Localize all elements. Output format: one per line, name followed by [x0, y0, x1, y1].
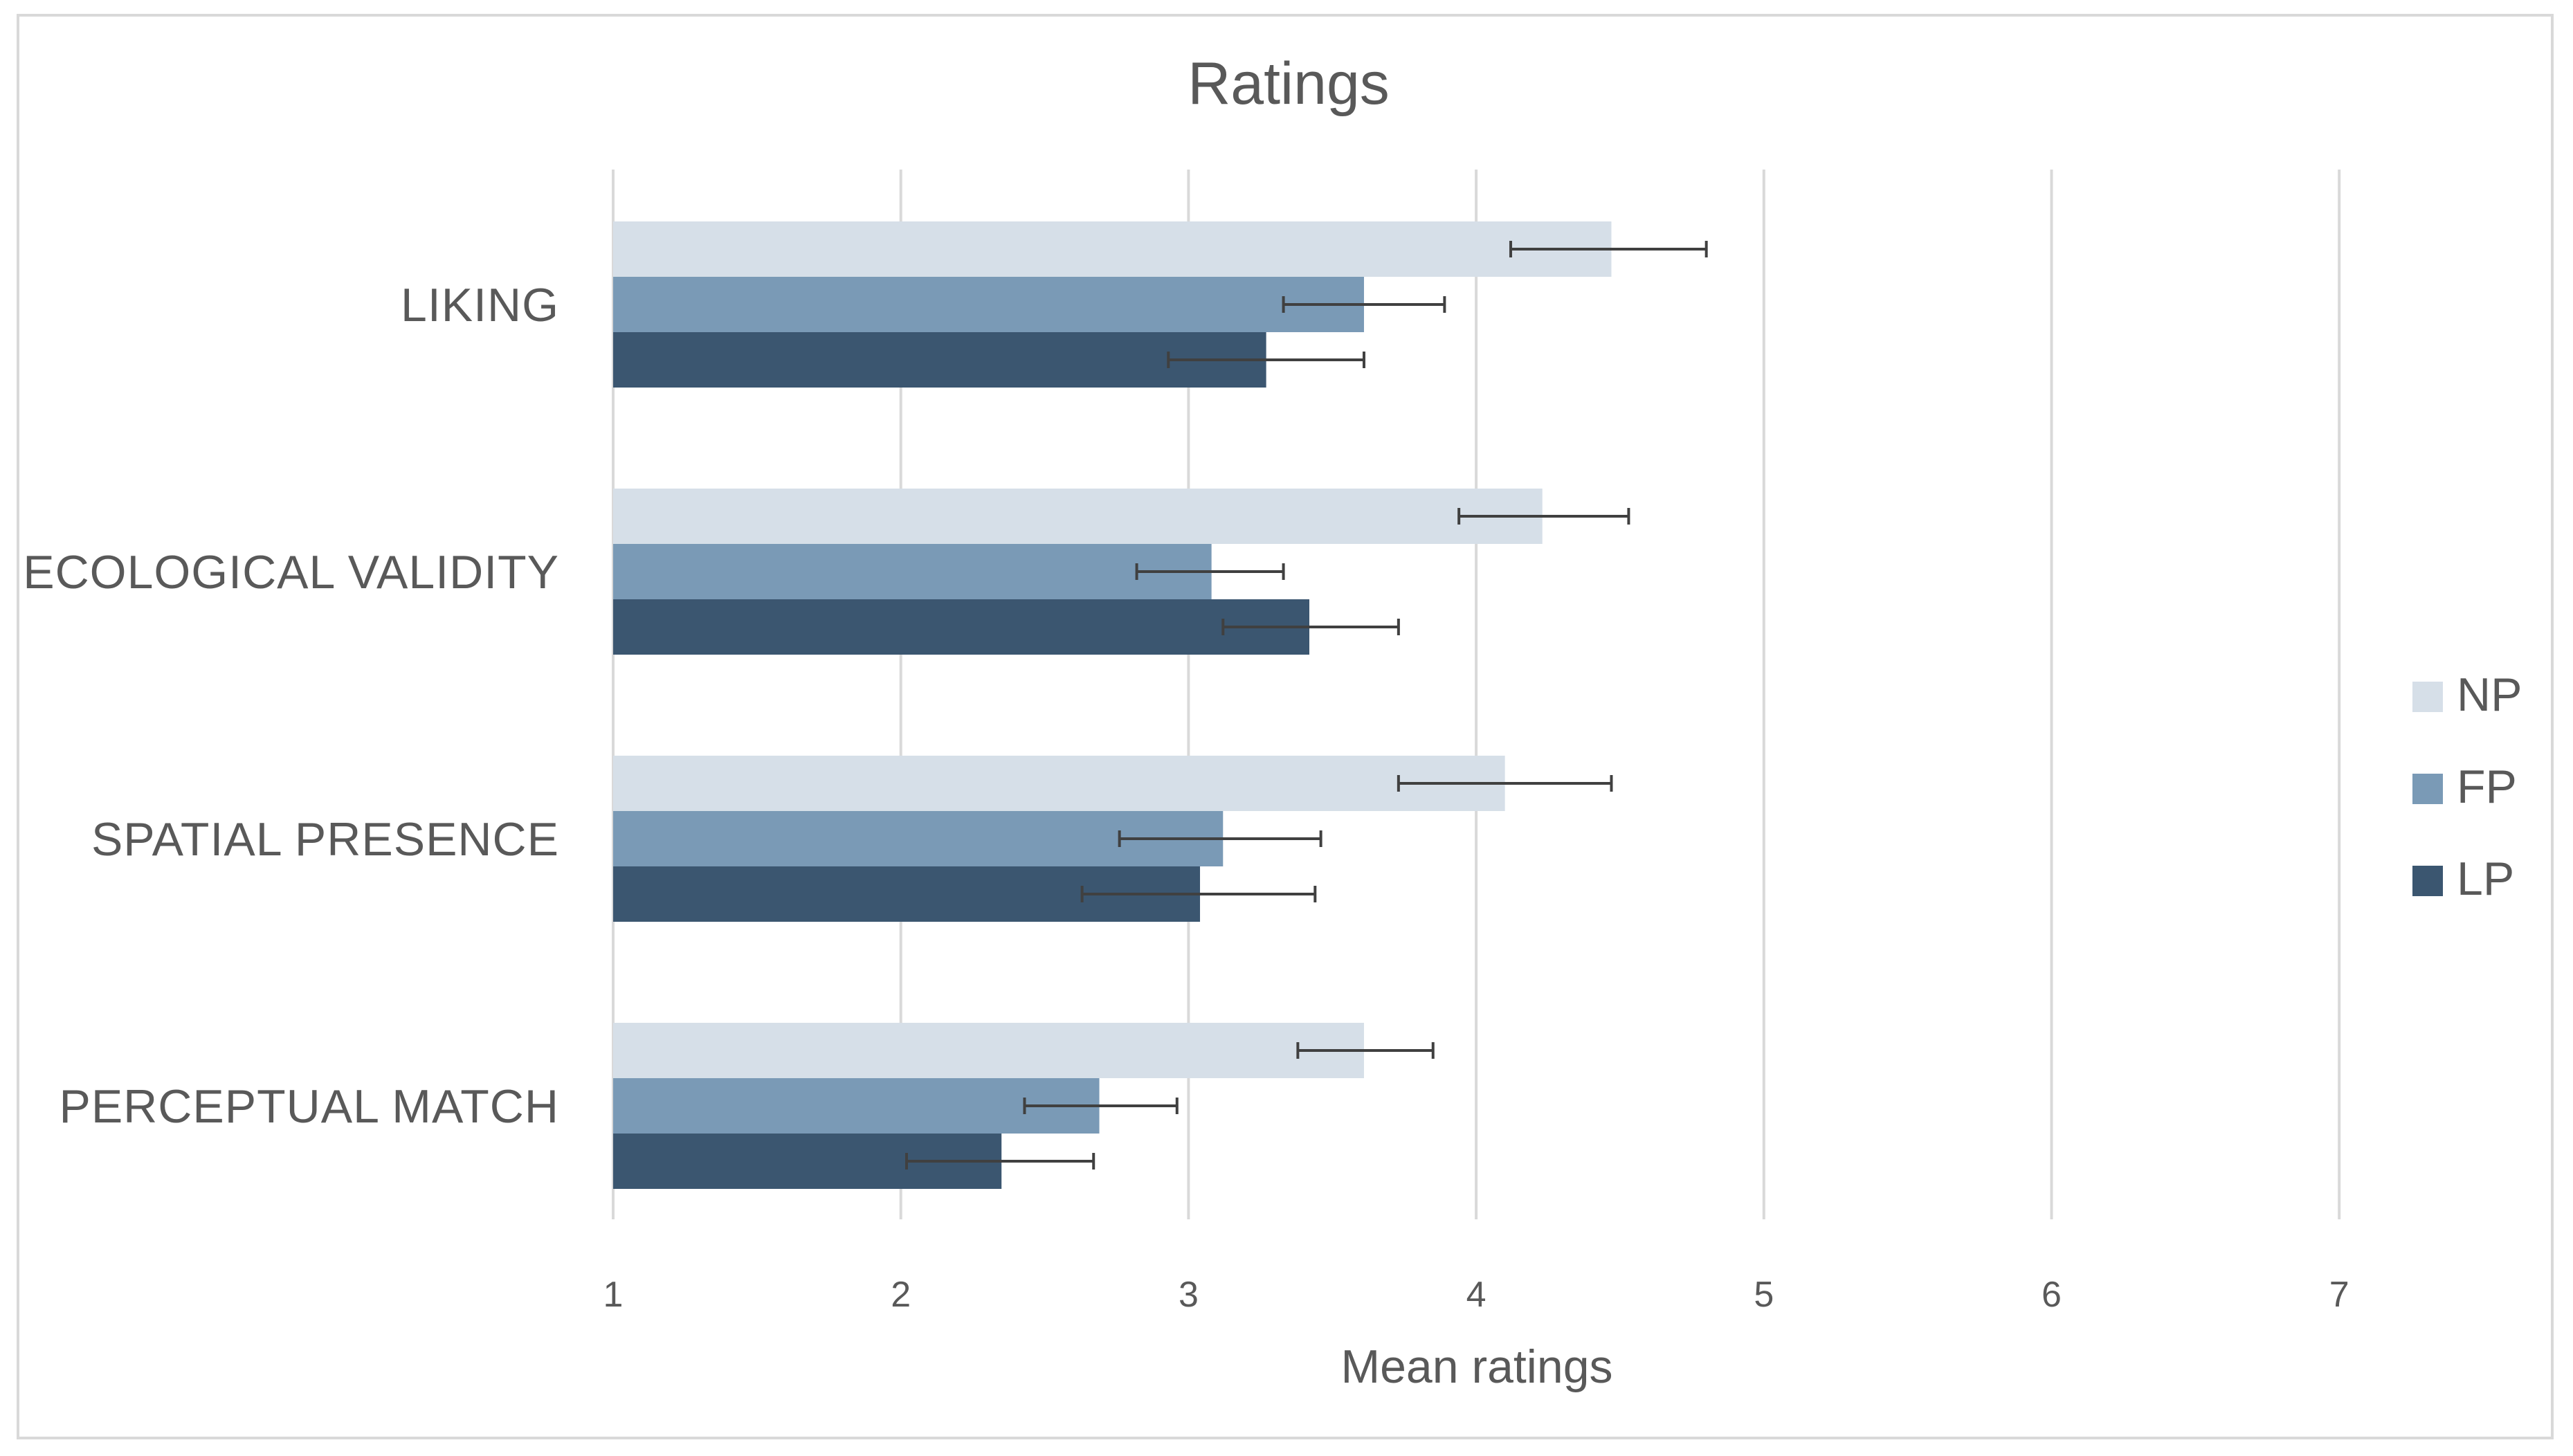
- bar-lp: [613, 599, 1309, 655]
- bars: [613, 221, 1612, 1189]
- legend-item-lp: LP: [2412, 853, 2514, 905]
- x-tick-label: 4: [1466, 1275, 1486, 1315]
- bar-np: [613, 221, 1612, 277]
- bar-np: [613, 756, 1505, 811]
- error-bar-fp: [1118, 830, 1322, 847]
- bar-np: [613, 489, 1543, 544]
- category-label: ECOLOGICAL VALIDITY: [23, 546, 559, 599]
- error-bar-lp: [1080, 886, 1317, 902]
- bar-lp: [613, 332, 1266, 388]
- x-tick-label: 5: [1754, 1275, 1774, 1315]
- x-tick-label: 1: [603, 1275, 624, 1315]
- error-bar-lp: [905, 1153, 1095, 1170]
- legend-label: FP: [2457, 761, 2517, 813]
- legend-swatch: [2412, 774, 2443, 804]
- error-bar-fp: [1135, 563, 1285, 580]
- bar-np: [613, 1023, 1364, 1078]
- legend-label: LP: [2457, 853, 2514, 905]
- category-label: LIKING: [401, 279, 559, 331]
- x-tick-label: 2: [891, 1275, 911, 1315]
- bar-fp: [613, 277, 1364, 332]
- error-bar-lp: [1167, 352, 1365, 368]
- x-tick-label: 7: [2329, 1275, 2349, 1315]
- category-label: SPATIAL PRESENCE: [91, 813, 559, 866]
- x-tick-label: 6: [2042, 1275, 2062, 1315]
- category-label: PERCEPTUAL MATCH: [59, 1080, 559, 1133]
- legend: NP FP LP: [2412, 668, 2522, 905]
- error-bar-lp: [1221, 619, 1400, 635]
- bar-fp: [613, 1078, 1100, 1134]
- x-tick-labels: 1 2 3 4 5 6 7: [603, 1275, 2349, 1315]
- legend-swatch: [2412, 682, 2443, 712]
- x-axis-title: Mean ratings: [1340, 1340, 1612, 1393]
- legend-item-np: NP: [2412, 668, 2522, 721]
- legend-swatch: [2412, 866, 2443, 896]
- x-tick-label: 3: [1179, 1275, 1199, 1315]
- error-bar-np: [1296, 1042, 1435, 1059]
- error-bars: [905, 241, 1708, 1170]
- error-bar-fp: [1023, 1098, 1179, 1114]
- legend-item-fp: FP: [2412, 761, 2517, 813]
- bar-fp: [613, 544, 1212, 599]
- error-bar-np: [1457, 508, 1630, 525]
- legend-label: NP: [2457, 668, 2522, 721]
- chart-title: Ratings: [1188, 51, 1390, 117]
- error-bar-fp: [1282, 296, 1446, 313]
- category-labels: LIKING ECOLOGICAL VALIDITY SPATIAL PRESENC…: [23, 279, 559, 1133]
- error-bar-np: [1397, 775, 1613, 792]
- error-bar-np: [1509, 241, 1708, 257]
